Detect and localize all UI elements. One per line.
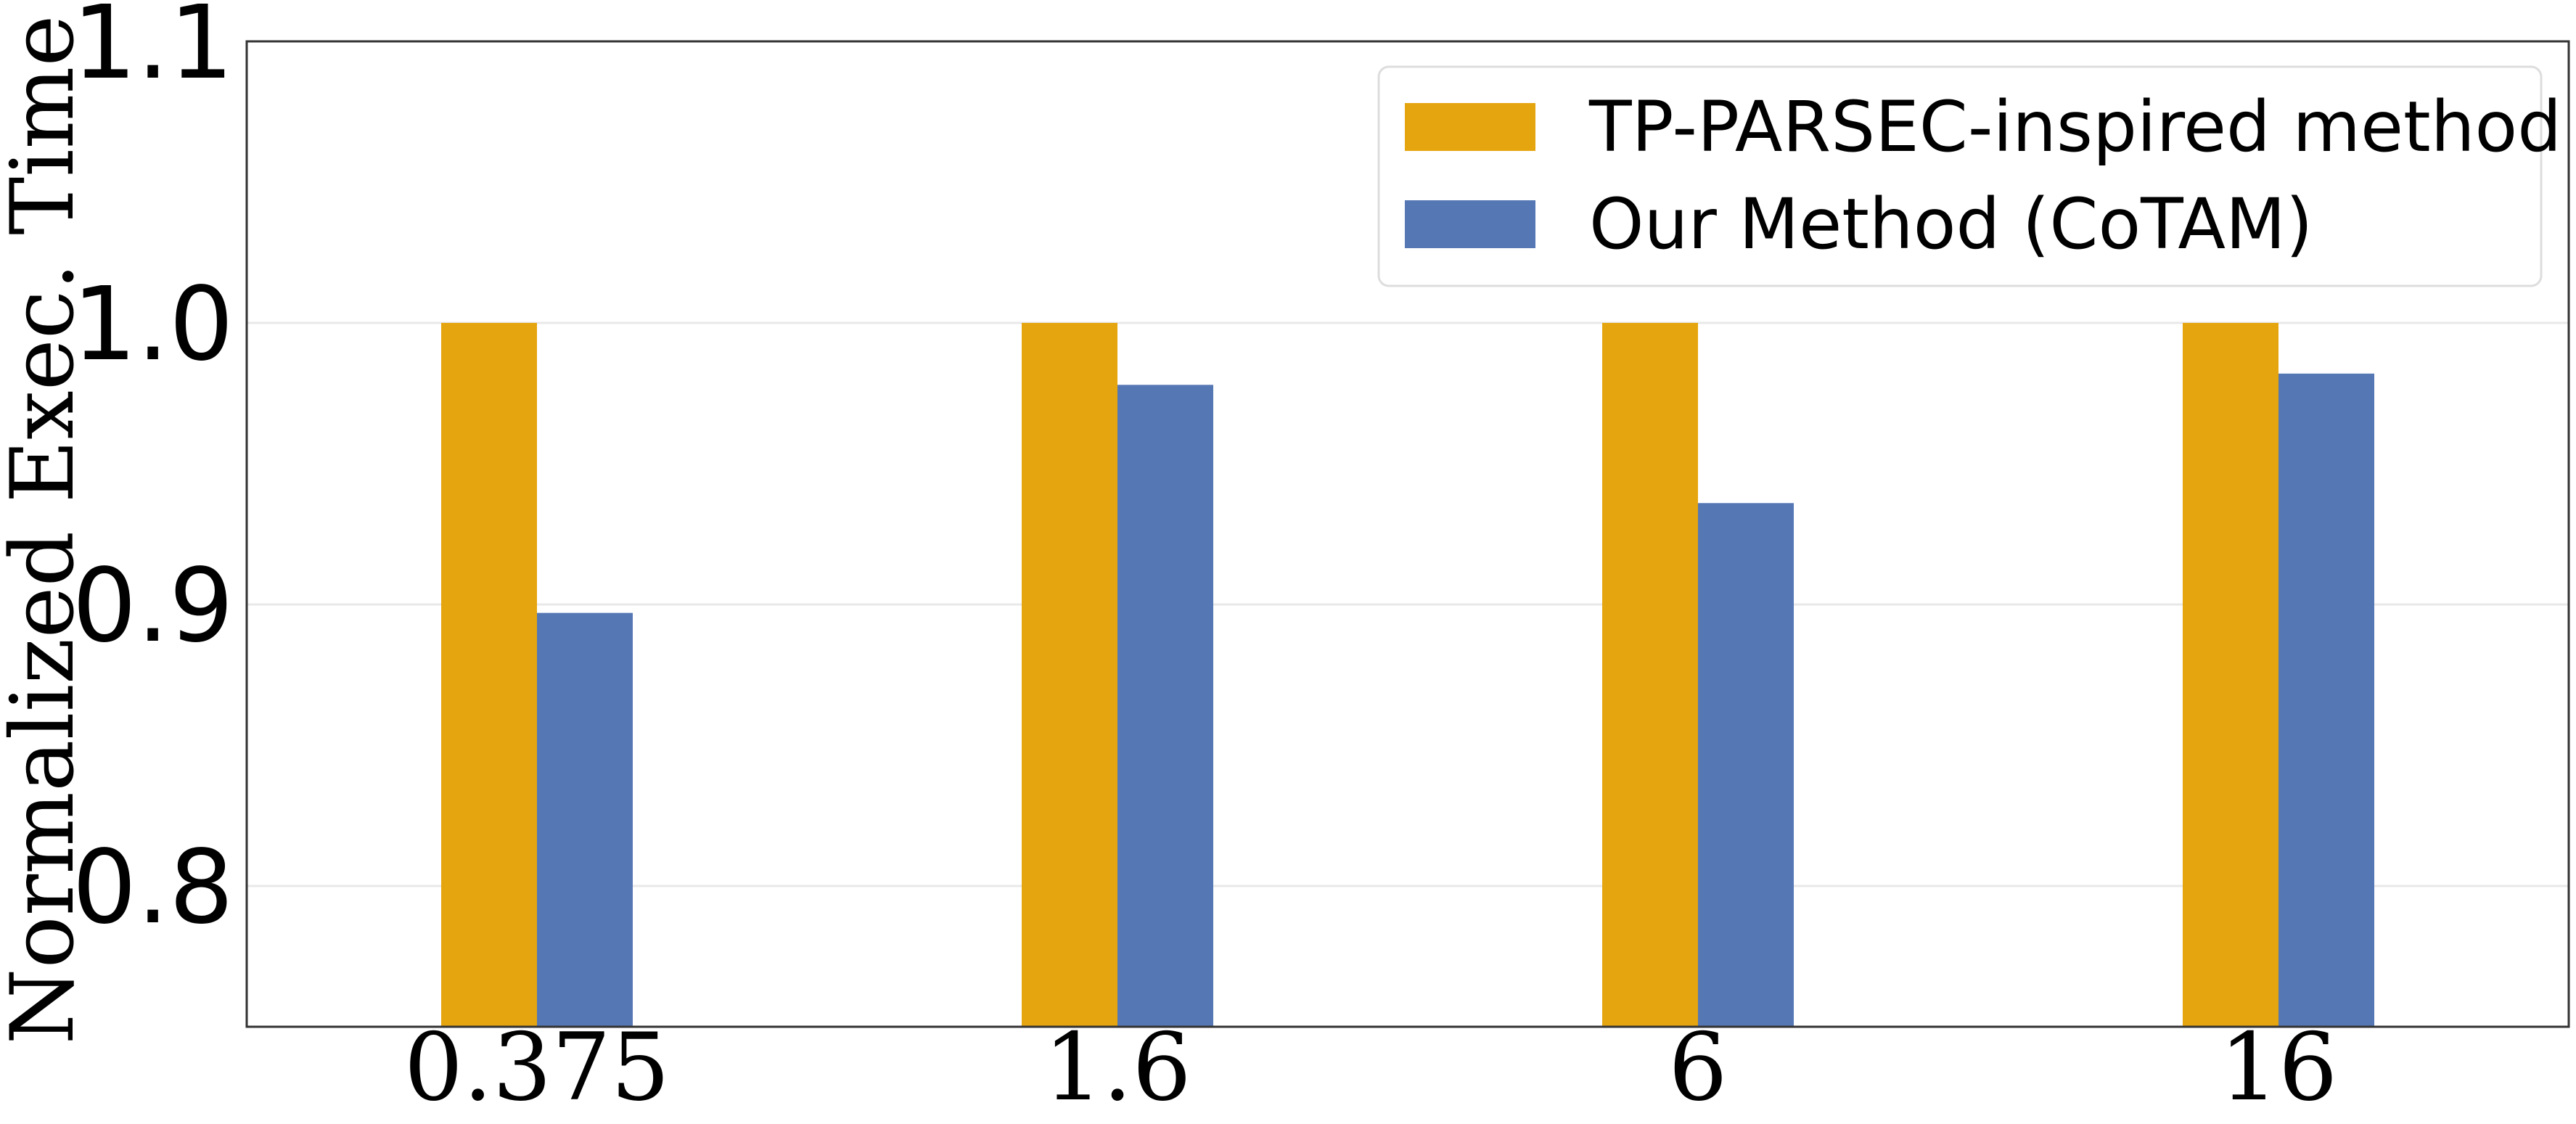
- y-axis-label: Normalized Exec. Time: [0, 15, 94, 1045]
- bar-1-4: [2183, 323, 2278, 1027]
- x-tick-label: 16: [2220, 1014, 2338, 1122]
- legend-box: [1377, 65, 2543, 287]
- x-tick-label: 1.6: [1043, 1014, 1191, 1122]
- y-tick-label: 0.9: [72, 547, 234, 665]
- plot-frame: [245, 40, 2570, 1028]
- y-tick-label: 0.8: [72, 829, 234, 947]
- legend: TP-PARSEC-inspired method Our Method (CoT…: [1377, 65, 2561, 287]
- x-tick-label: 6: [1668, 1014, 1727, 1122]
- legend-swatch-2: [1405, 200, 1535, 248]
- x-tick-label: 0.375: [404, 1014, 670, 1122]
- bar-1-3: [1602, 323, 1698, 1027]
- bar-2-2: [1117, 385, 1213, 1027]
- bar-2-3: [1698, 503, 1794, 1027]
- y-tick-label: 1.0: [72, 266, 234, 384]
- bar-1-2: [1022, 323, 1117, 1027]
- bar-2-4: [2278, 373, 2374, 1027]
- legend-label-2: Our Method (CoTAM): [1589, 184, 2313, 265]
- legend-swatch-1: [1405, 103, 1535, 151]
- y-tick-label: 1.1: [72, 0, 234, 102]
- bar-2-1: [537, 612, 633, 1027]
- legend-label-1: TP-PARSEC-inspired method: [1588, 86, 2561, 168]
- bar-1-1: [441, 323, 537, 1027]
